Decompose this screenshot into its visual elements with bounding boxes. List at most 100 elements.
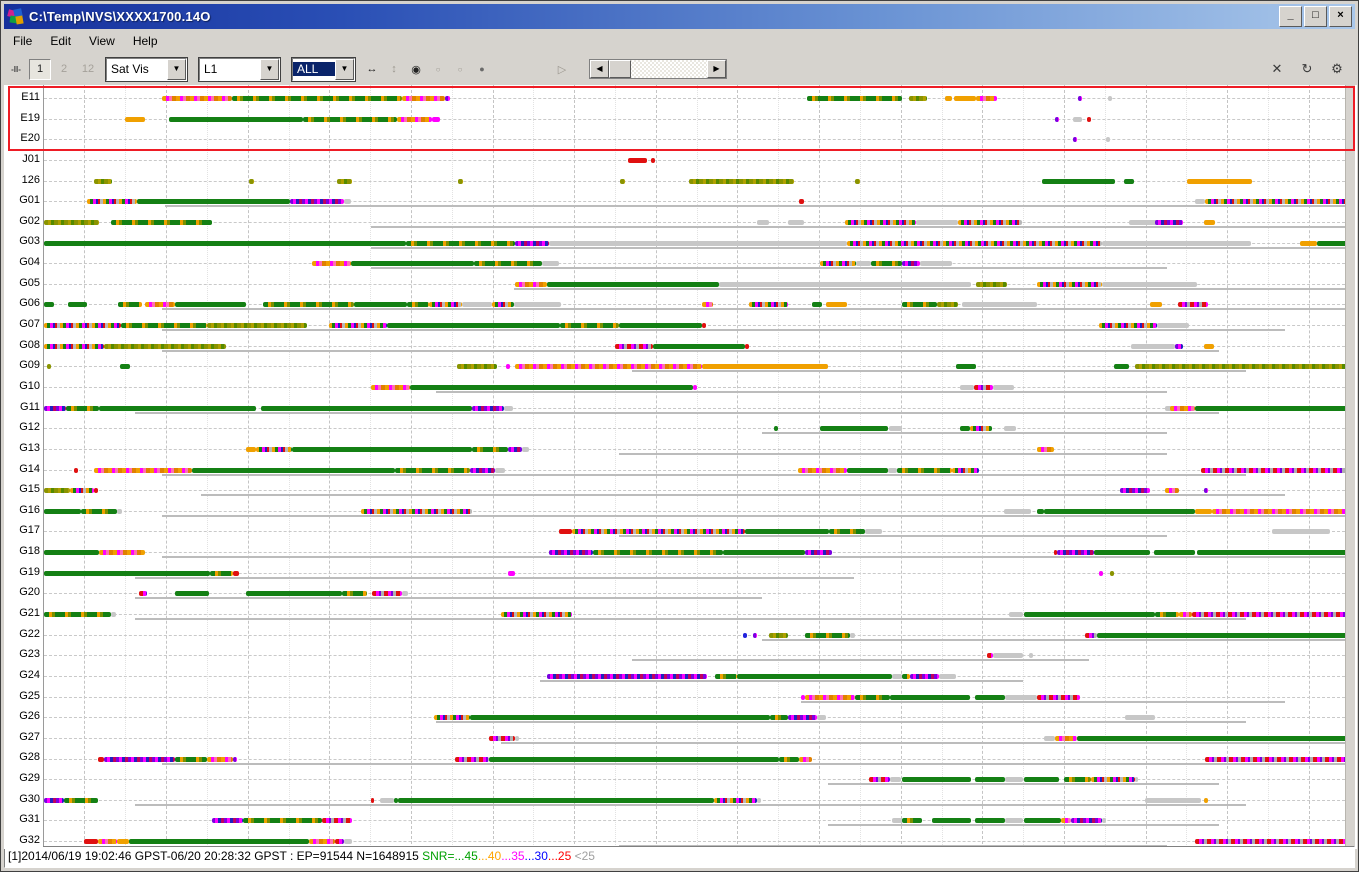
obs-segment [828, 529, 866, 535]
visibility-line [161, 556, 1350, 559]
window-title: C:\Temp\NVS\XXXX1700.14O [29, 9, 211, 24]
scroll-right-icon[interactable]: ▶ [707, 60, 726, 78]
obs-segment [958, 219, 1023, 225]
obs-segment [1130, 343, 1175, 349]
sat-label-E11: E11 [21, 91, 40, 103]
view-split-1-button[interactable]: 1 [29, 58, 51, 80]
obs-segment [702, 323, 707, 328]
menu-help[interactable]: Help [132, 34, 158, 48]
obs-segment [975, 694, 1006, 700]
obs-segment [1174, 343, 1183, 349]
chevron-down-icon[interactable]: ▼ [167, 58, 186, 80]
obs-segment [993, 653, 1024, 659]
obs-segment [1099, 323, 1157, 328]
obs-segment [1077, 735, 1350, 741]
obs-segment [1003, 508, 1032, 514]
view-split-2-button[interactable]: 2 [60, 62, 68, 75]
obs-segment [1205, 756, 1350, 762]
grid-vline-minor [125, 85, 127, 849]
obs-segment [139, 591, 148, 597]
sat-label-G17: G17 [19, 524, 40, 537]
grid-vline [819, 85, 821, 849]
obs-segment [93, 178, 112, 184]
row-gridline [44, 737, 1350, 739]
fit-horizontal-icon[interactable]: ↔ [366, 63, 378, 75]
scroll-left-icon[interactable]: ◀ [590, 60, 609, 78]
obs-segment [74, 467, 78, 473]
obs-segment [1134, 777, 1139, 783]
marker-small-icon[interactable]: ○ [457, 64, 463, 74]
obs-segment [1023, 777, 1059, 783]
clear-icon[interactable]: ✕ [1271, 61, 1283, 76]
obs-segment [456, 364, 498, 370]
title-bar[interactable]: C:\Temp\NVS\XXXX1700.14O _ □ × [4, 4, 1355, 29]
snr-legend-item: ...40 [477, 849, 502, 863]
obs-segment [515, 240, 550, 246]
plot-area[interactable] [43, 85, 1351, 849]
satellite-select[interactable]: ALL ▼ [291, 56, 356, 82]
obs-segment [98, 405, 256, 411]
menu-edit[interactable]: Edit [50, 34, 72, 48]
plot-type-select[interactable]: Sat Vis ▼ [105, 56, 188, 82]
obs-segment [805, 550, 832, 556]
pause-button[interactable]: -II- [5, 59, 27, 80]
obs-segment [1203, 488, 1208, 494]
satellite-filter-value: ALL [293, 62, 335, 76]
menu-file[interactable]: File [13, 34, 33, 48]
row-gridline [44, 593, 1350, 595]
obs-segment [46, 364, 51, 370]
obs-segment [798, 756, 812, 762]
time-scrollbar[interactable]: ◀ ▶ [589, 59, 727, 79]
obs-segment [1271, 529, 1331, 535]
refresh-icon[interactable]: ↻ [1301, 61, 1313, 76]
frequency-select[interactable]: L1 ▼ [198, 56, 281, 82]
obs-segment [955, 364, 977, 370]
obs-segment [246, 446, 256, 452]
obs-segment [169, 116, 303, 122]
grid-vline-minor [370, 85, 372, 849]
sat-label-G08: G08 [19, 338, 40, 351]
minimize-button[interactable]: _ [1279, 6, 1302, 27]
obs-segment [128, 839, 310, 844]
sat-label-E19: E19 [20, 111, 40, 124]
marker-filled-icon[interactable]: ● [479, 64, 485, 74]
obs-segment [350, 261, 474, 267]
fit-vertical-icon[interactable]: ↕ [391, 63, 397, 75]
obs-segment [212, 818, 243, 824]
status-bar: [1]2014/06/19 19:02:46 GPST-06/20 20:28:… [4, 846, 1355, 868]
obs-segment [890, 777, 901, 783]
obs-segment [1096, 632, 1350, 638]
close-button[interactable]: × [1329, 6, 1352, 27]
options-gear-icon[interactable]: ⚙ [1331, 61, 1343, 76]
obs-segment [788, 715, 818, 721]
obs-segment [865, 529, 883, 535]
snr-legend-item: ...35 [501, 849, 525, 863]
obs-segment [618, 323, 703, 328]
obs-segment [394, 797, 398, 803]
view-split-12-button[interactable]: 12 [81, 62, 95, 75]
obs-segment [1078, 96, 1083, 101]
obs-segment [1054, 116, 1059, 122]
maximize-button[interactable]: □ [1304, 6, 1327, 27]
obs-segment [902, 673, 910, 679]
obs-segment [768, 632, 789, 638]
chevron-down-icon[interactable]: ▼ [260, 58, 279, 80]
obs-segment [1194, 508, 1212, 514]
obs-segment [975, 777, 1006, 783]
row-gridline [44, 841, 1350, 842]
marker-small-icon[interactable]: ○ [435, 64, 441, 74]
scrollbar-thumb[interactable] [609, 60, 631, 78]
menu-view[interactable]: View [89, 34, 115, 48]
row-gridline [44, 98, 1350, 99]
sat-label-G15: G15 [19, 483, 40, 496]
fixed-cursor-icon[interactable]: ▷ [557, 63, 567, 76]
obs-segment [110, 219, 213, 225]
row-gridline [44, 428, 1350, 430]
sat-label-G26: G26 [19, 710, 40, 723]
sat-label-126: 126 [21, 173, 40, 186]
row-gridline [44, 118, 1350, 120]
chevron-down-icon[interactable]: ▼ [335, 58, 354, 80]
obs-segment [592, 550, 724, 556]
center-origin-icon[interactable]: ◉ [411, 63, 421, 76]
obs-segment [335, 839, 345, 844]
